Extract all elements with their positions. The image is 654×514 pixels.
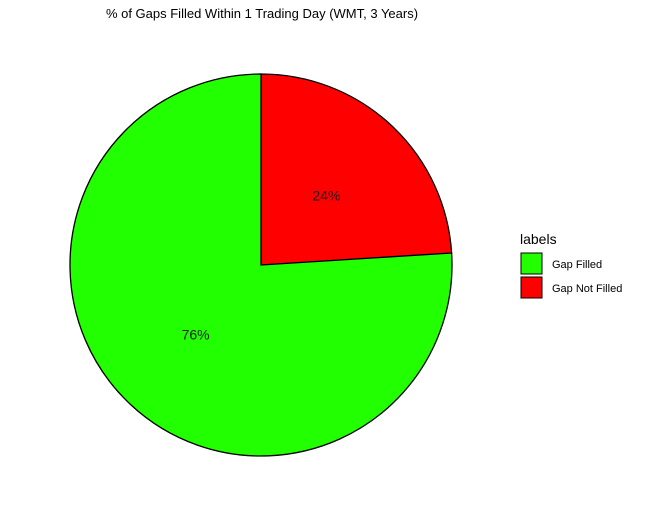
legend-key-gap-filled (520, 252, 543, 275)
slice-label-gap-not-filled: 24% (312, 187, 340, 203)
pie-slices (69, 73, 453, 457)
slice-label-gap-filled: 76% (182, 327, 210, 343)
legend-label-gap-filled: Gap Filled (552, 259, 602, 271)
legend-label-gap-not-filled: Gap Not Filled (552, 283, 622, 295)
pie-slice-gap-filled (69, 73, 453, 457)
legend-key-gap-not-filled (520, 276, 543, 299)
legend-title: labels (520, 231, 557, 247)
legend: labels Gap Filled Gap Not Filled (520, 231, 622, 299)
chart-title: % of Gaps Filled Within 1 Trading Day (W… (106, 6, 418, 21)
pie-slice-gap-not-filled (260, 73, 453, 266)
legend-items: Gap Filled Gap Not Filled (520, 252, 622, 299)
pie-slice-labels: 24% 76% (182, 187, 341, 342)
